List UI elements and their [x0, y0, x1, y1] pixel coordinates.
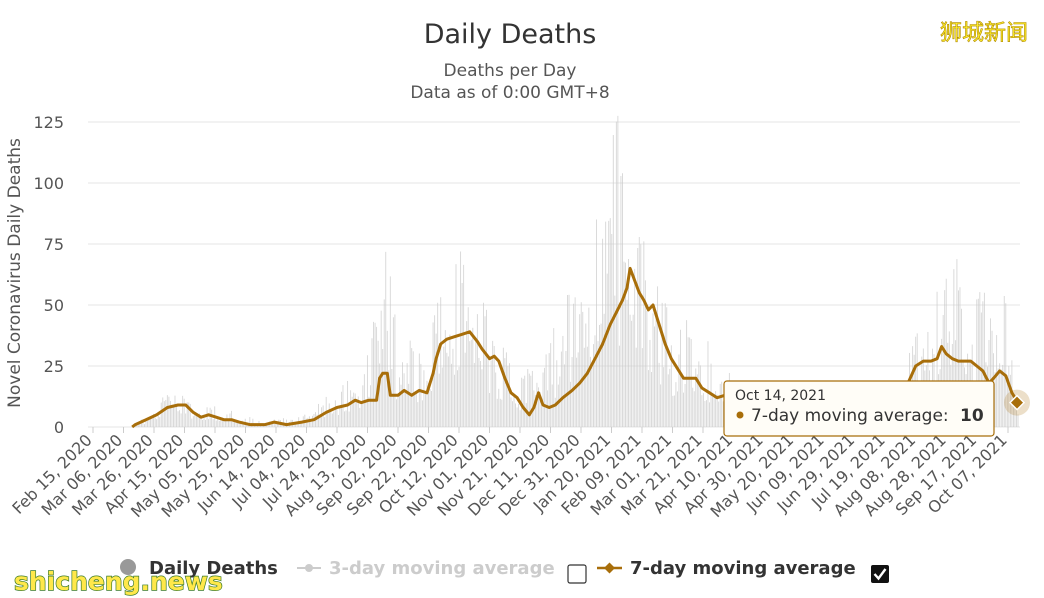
tooltip-label: 7-day moving average: — [751, 406, 949, 426]
legend: Daily Deaths 3-day moving average 7-day … — [120, 558, 889, 584]
daily-deaths-bars — [134, 115, 1019, 427]
checkbox-7day-average[interactable] — [871, 565, 889, 583]
seven-day-average-line — [131, 266, 740, 429]
y-tick-label: 100 — [33, 174, 64, 193]
y-axis-label: Novel Coronavirus Daily Deaths — [5, 138, 25, 408]
tooltip-box — [723, 380, 995, 437]
legend-item-daily-deaths[interactable]: Daily Deaths — [120, 558, 278, 579]
tooltip-date: Oct 14, 2021 — [735, 388, 826, 404]
legend-label-7day-average: 7-day moving average — [630, 558, 856, 579]
tooltip: Oct 14, 2021 7-day moving average: 10 — [723, 380, 995, 437]
y-tick-label: 0 — [54, 418, 64, 437]
tooltip-bullet-icon — [736, 411, 744, 419]
y-tick-label: 75 — [44, 235, 64, 254]
gray-dot-icon — [120, 559, 136, 575]
watermark-bottom: shicheng.news — [14, 567, 223, 596]
legend-item-7day-average[interactable]: 7-day moving average — [597, 558, 856, 579]
y-tick-label: 125 — [33, 113, 64, 132]
legend-label-daily-deaths: Daily Deaths — [149, 558, 278, 579]
y-tick-label: 50 — [44, 296, 64, 315]
hover-point[interactable] — [1008, 394, 1026, 411]
watermark-top: 狮城新闻 — [940, 21, 1028, 46]
tooltip-value: 10 — [960, 406, 984, 426]
legend-label-3day-average: 3-day moving average — [329, 558, 555, 579]
chart-subtitle-date: Data as of 0:00 GMT+8 — [410, 83, 609, 103]
y-axis-ticks: 0 25 50 75 100 125 — [33, 113, 64, 437]
y-tick-label: 25 — [44, 357, 64, 376]
seven-day-average-line — [893, 345, 1020, 404]
chart-title: Daily Deaths — [424, 19, 597, 50]
seven-day-average-lines — [131, 266, 1030, 429]
line-diamond-icon — [604, 562, 615, 574]
checkbox-3day-average[interactable] — [567, 564, 587, 584]
checkbox-7day-box — [871, 565, 889, 583]
legend-item-3day-average[interactable]: 3-day moving average — [297, 558, 555, 579]
line-dot-icon — [305, 564, 313, 572]
chart-subtitle: Deaths per Day — [444, 61, 577, 81]
checkmark-icon — [873, 568, 887, 581]
